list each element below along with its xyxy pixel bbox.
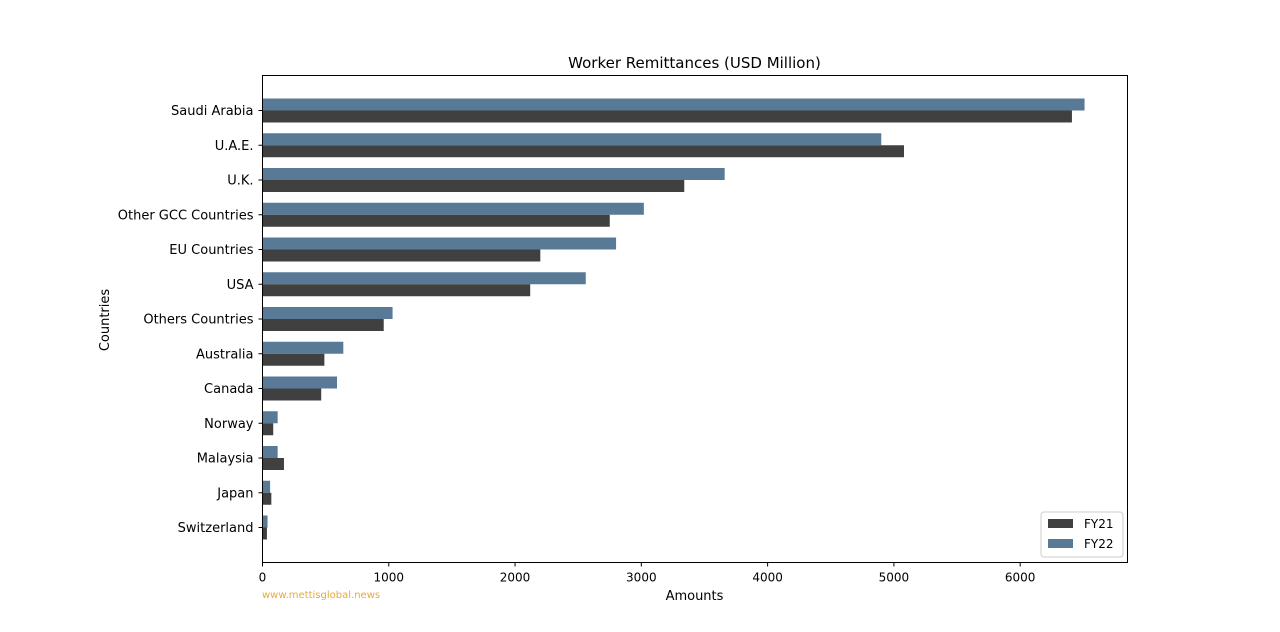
y-tick-label: Other GCC Countries bbox=[118, 208, 254, 223]
legend: FY21 FY22 bbox=[1040, 511, 1124, 558]
bars-layer bbox=[262, 98, 1085, 540]
bar-fy22 bbox=[262, 376, 338, 389]
x-axis-label: Amounts bbox=[666, 589, 724, 604]
legend-swatch-fy22 bbox=[1048, 539, 1073, 548]
x-axis-ticks: 0 1000 2000 3000 4000 5000 6000 bbox=[259, 562, 1036, 585]
bar-fy22 bbox=[262, 411, 278, 424]
chart-title: Worker Remittances (USD Million) bbox=[568, 54, 821, 72]
y-tick-label: EU Countries bbox=[169, 243, 253, 258]
y-tick-label: Malaysia bbox=[197, 452, 254, 467]
y-tick-label: U.A.E. bbox=[215, 139, 254, 154]
bar-fy22 bbox=[262, 237, 617, 250]
x-tick-label: 5000 bbox=[879, 571, 910, 585]
bar-fy22 bbox=[262, 515, 268, 528]
y-tick-label: Canada bbox=[204, 382, 253, 397]
bar-fy22 bbox=[262, 307, 393, 319]
legend-label-fy22: FY22 bbox=[1084, 537, 1114, 551]
y-tick-label: Japan bbox=[216, 486, 253, 501]
bar-fy21 bbox=[262, 423, 274, 436]
y-tick-label: Norway bbox=[204, 417, 254, 432]
bar-fy21 bbox=[262, 458, 284, 470]
bar-fy21 bbox=[262, 110, 1072, 123]
bar-fy22 bbox=[262, 272, 586, 285]
bar-fy21 bbox=[262, 492, 272, 505]
bar-fy21 bbox=[262, 284, 531, 297]
bar-fy21 bbox=[262, 249, 541, 262]
y-axis-label: Countries bbox=[98, 289, 113, 352]
bar-fy22 bbox=[262, 202, 644, 215]
x-tick-label: 0 bbox=[259, 571, 267, 585]
bar-fy21 bbox=[262, 527, 267, 540]
watermark: www.mettisglobal.news bbox=[262, 590, 380, 601]
bar-fy22 bbox=[262, 168, 725, 180]
y-tick-label: Saudi Arabia bbox=[171, 104, 254, 119]
bar-fy22 bbox=[262, 341, 344, 354]
bar-fy22 bbox=[262, 133, 882, 146]
x-tick-label: 3000 bbox=[626, 571, 657, 585]
y-tick-label: USA bbox=[227, 278, 254, 293]
legend-swatch-fy21 bbox=[1048, 519, 1073, 528]
x-tick-label: 6000 bbox=[1005, 571, 1036, 585]
bar-fy22 bbox=[262, 98, 1085, 111]
y-tick-label: Others Countries bbox=[143, 313, 253, 328]
legend-label-fy21: FY21 bbox=[1084, 517, 1114, 531]
bar-fy22 bbox=[262, 480, 271, 493]
bar-fy21 bbox=[262, 388, 322, 401]
bar-fy21 bbox=[262, 180, 685, 192]
x-tick-label: 1000 bbox=[374, 571, 405, 585]
plot-frame bbox=[262, 75, 1128, 563]
y-tick-label: Australia bbox=[196, 347, 254, 362]
bar-fy21 bbox=[262, 145, 904, 158]
bar-fy21 bbox=[262, 353, 325, 366]
bar-fy21 bbox=[262, 214, 610, 227]
y-tick-label: Switzerland bbox=[178, 521, 254, 536]
bar-fy21 bbox=[262, 319, 384, 331]
x-tick-label: 4000 bbox=[752, 571, 783, 585]
y-axis-ticks: Saudi Arabia U.A.E. U.K. Other GCC Countrie… bbox=[118, 104, 263, 536]
x-tick-label: 2000 bbox=[500, 571, 531, 585]
bar-fy22 bbox=[262, 446, 278, 458]
y-tick-label: U.K. bbox=[227, 174, 253, 189]
